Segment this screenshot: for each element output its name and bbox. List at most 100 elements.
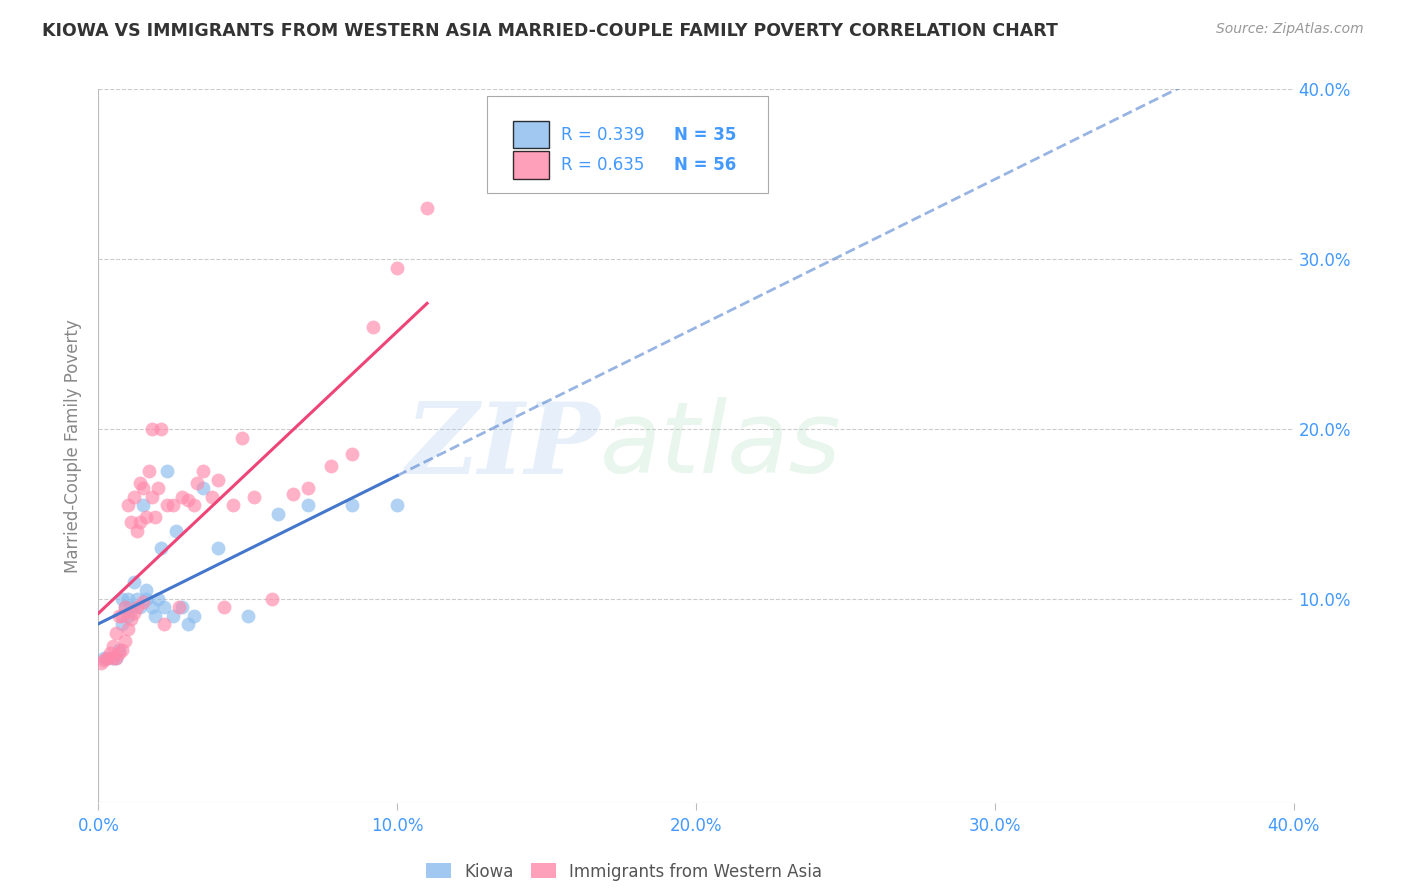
Point	[135, 583, 157, 598]
Point	[93, 653, 115, 667]
Point	[172, 600, 194, 615]
Text: KIOWA VS IMMIGRANTS FROM WESTERN ASIA MARRIED-COUPLE FAMILY POVERTY CORRELATION : KIOWA VS IMMIGRANTS FROM WESTERN ASIA MA…	[42, 22, 1059, 40]
Point	[108, 643, 131, 657]
Point	[297, 482, 319, 496]
Point	[108, 608, 131, 623]
Point	[96, 651, 118, 665]
Point	[156, 499, 179, 513]
Point	[124, 606, 146, 620]
Point	[342, 448, 364, 462]
FancyBboxPatch shape	[513, 121, 548, 148]
Point	[162, 499, 184, 513]
Point	[231, 430, 253, 444]
Point	[127, 591, 149, 606]
Point	[132, 595, 155, 609]
Point	[143, 608, 166, 623]
Point	[90, 657, 112, 671]
FancyBboxPatch shape	[513, 152, 548, 178]
Text: R = 0.635: R = 0.635	[561, 156, 644, 174]
Point	[150, 422, 173, 436]
Point	[165, 524, 187, 538]
Text: ZIP: ZIP	[405, 398, 600, 494]
Point	[236, 608, 259, 623]
Point	[96, 651, 118, 665]
Y-axis label: Married-Couple Family Poverty: Married-Couple Family Poverty	[65, 319, 83, 573]
Point	[153, 600, 176, 615]
Text: N = 35: N = 35	[675, 126, 737, 144]
Point	[148, 482, 170, 496]
Point	[93, 651, 115, 665]
Point	[260, 591, 283, 606]
Point	[105, 651, 128, 665]
Legend: Kiowa, Immigrants from Western Asia: Kiowa, Immigrants from Western Asia	[420, 856, 828, 888]
Point	[207, 541, 229, 555]
Point	[297, 499, 319, 513]
Point	[156, 465, 179, 479]
Point	[177, 617, 200, 632]
Point	[135, 591, 157, 606]
Point	[132, 482, 155, 496]
Point	[141, 490, 163, 504]
Point	[111, 617, 134, 632]
Point	[103, 651, 125, 665]
Point	[321, 459, 343, 474]
Point	[114, 634, 136, 648]
Point	[111, 608, 134, 623]
Point	[267, 507, 290, 521]
Point	[129, 516, 152, 530]
Point	[117, 591, 139, 606]
Point	[120, 612, 142, 626]
Point	[124, 574, 146, 589]
Point	[363, 320, 385, 334]
Point	[186, 476, 208, 491]
Point	[111, 643, 134, 657]
Point	[201, 490, 224, 504]
Point	[124, 490, 146, 504]
Point	[114, 600, 136, 615]
Point	[162, 608, 184, 623]
Point	[138, 465, 160, 479]
Point	[105, 651, 128, 665]
Point	[191, 465, 214, 479]
Point	[212, 600, 235, 615]
Point	[127, 524, 149, 538]
Point	[148, 591, 170, 606]
Point	[114, 600, 136, 615]
Point	[103, 640, 125, 654]
Point	[129, 476, 152, 491]
Point	[100, 646, 122, 660]
Point	[222, 499, 245, 513]
Point	[172, 490, 194, 504]
Point	[183, 499, 205, 513]
Point	[385, 499, 409, 513]
Point	[132, 499, 155, 513]
Point	[105, 626, 128, 640]
Point	[120, 516, 142, 530]
Point	[117, 499, 139, 513]
Point	[342, 499, 364, 513]
Point	[177, 493, 200, 508]
Point	[167, 600, 190, 615]
Point	[385, 260, 409, 275]
Point	[183, 608, 205, 623]
Point	[191, 482, 214, 496]
Point	[243, 490, 266, 504]
Point	[117, 623, 139, 637]
Point	[416, 201, 439, 215]
Point	[135, 510, 157, 524]
Text: N = 56: N = 56	[675, 156, 737, 174]
Text: Source: ZipAtlas.com: Source: ZipAtlas.com	[1216, 22, 1364, 37]
Point	[129, 600, 152, 615]
Point	[143, 510, 166, 524]
Text: R = 0.339: R = 0.339	[561, 126, 644, 144]
Point	[117, 608, 139, 623]
Point	[141, 600, 163, 615]
Point	[281, 486, 304, 500]
Point	[127, 600, 149, 615]
Point	[108, 646, 131, 660]
Point	[150, 541, 173, 555]
Point	[111, 591, 134, 606]
Point	[103, 651, 125, 665]
Point	[120, 600, 142, 615]
Point	[153, 617, 176, 632]
